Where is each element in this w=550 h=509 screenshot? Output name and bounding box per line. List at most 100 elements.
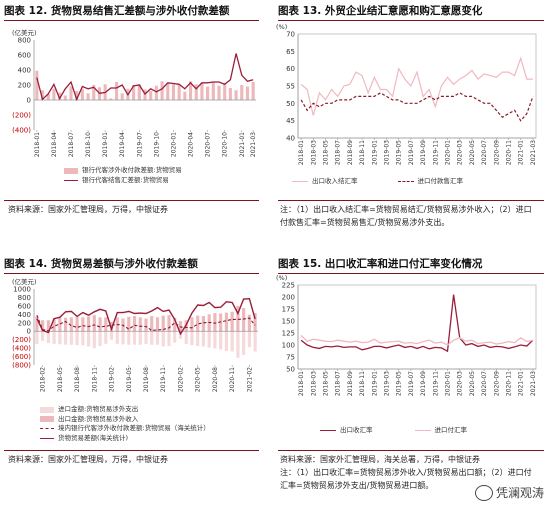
bar bbox=[121, 331, 125, 345]
x-tick-label: 2020-11 bbox=[506, 140, 513, 165]
bar bbox=[167, 331, 171, 346]
x-tick-label: 2019-11 bbox=[432, 371, 439, 396]
x-tick-label: 2019-09 bbox=[420, 371, 427, 396]
bar bbox=[69, 86, 73, 100]
x-tick-label: 2019-07 bbox=[408, 371, 415, 396]
x-tick-label: 2018-03 bbox=[310, 140, 317, 165]
bar bbox=[58, 92, 62, 100]
x-tick-label: 2021-01 bbox=[239, 132, 246, 157]
y-tick-label: (600) bbox=[12, 353, 31, 361]
bar bbox=[190, 317, 194, 332]
bar bbox=[86, 93, 90, 100]
y-tick-label: 200 bbox=[282, 294, 295, 302]
x-tick-label: 2020-01 bbox=[170, 132, 177, 157]
bar bbox=[86, 331, 91, 347]
bar bbox=[207, 331, 211, 348]
bar bbox=[160, 81, 164, 100]
bar bbox=[64, 317, 68, 332]
bar bbox=[109, 331, 114, 340]
x-tick-label: 2020-03 bbox=[457, 140, 464, 165]
bar bbox=[236, 305, 240, 332]
bar bbox=[46, 94, 50, 100]
fig15-legend-item-import: 进口付汇率 bbox=[414, 426, 467, 436]
x-tick-label: 2019-03 bbox=[383, 140, 390, 165]
series-line bbox=[36, 297, 256, 336]
x-tick-label: 2019-02 bbox=[109, 367, 116, 392]
fig13-title-rule bbox=[278, 20, 544, 21]
x-tick-label: 2021-01 bbox=[518, 140, 525, 165]
fig14-source: 资料来源：国家外汇管理局，万得，中银证券 bbox=[8, 455, 168, 464]
bar bbox=[219, 331, 223, 350]
bar bbox=[230, 331, 234, 352]
bar bbox=[69, 331, 73, 345]
bar bbox=[166, 83, 170, 100]
x-tick-label: 2020-11 bbox=[506, 371, 513, 396]
bar bbox=[41, 320, 45, 332]
fig14-chart: (800)(600)(400)(200)02004006008001000(亿美… bbox=[12, 277, 258, 392]
bar bbox=[75, 91, 79, 100]
x-tick-label: 2018-07 bbox=[335, 371, 342, 396]
fig15-legend: 出口收汇率 进口付汇率 bbox=[320, 426, 467, 436]
bar bbox=[173, 331, 177, 343]
bar bbox=[251, 82, 255, 100]
bar bbox=[75, 316, 79, 332]
bar bbox=[173, 317, 177, 332]
fig14-title: 图表 14. 货物贸易差额与涉外收付款差额 bbox=[4, 258, 198, 270]
bar bbox=[127, 331, 131, 345]
y-tick-label: 800 bbox=[18, 37, 31, 45]
fig12-source: 资料来源：国家外汇管理局，万得，中银证券 bbox=[8, 205, 168, 214]
bar bbox=[154, 85, 158, 100]
bar bbox=[46, 320, 50, 332]
x-tick-label: 2019-03 bbox=[383, 371, 390, 396]
x-tick-label: 2020-07 bbox=[205, 132, 212, 157]
y-tick-label: 175 bbox=[282, 306, 295, 314]
x-tick-label: 2018-09 bbox=[347, 371, 354, 396]
bar bbox=[127, 316, 131, 332]
bar bbox=[52, 318, 56, 332]
bar bbox=[240, 85, 244, 100]
bar bbox=[188, 81, 193, 100]
bar bbox=[52, 331, 56, 344]
x-tick-label: 2019-05 bbox=[396, 140, 403, 165]
y-tick-label: 50 bbox=[286, 100, 295, 108]
bar bbox=[253, 331, 257, 352]
bar bbox=[167, 315, 171, 332]
bar bbox=[98, 331, 102, 346]
y-tick-label: (200) bbox=[12, 112, 31, 120]
fig13-legend-item-solid: 出口收入结汇率 bbox=[292, 177, 358, 187]
x-tick-label: 2018-11 bbox=[359, 140, 366, 165]
fig15-bottom-rule bbox=[278, 450, 544, 451]
x-tick-label: 2021-01 bbox=[518, 371, 525, 396]
fig13-legend-item-dashed: 进口付款售汇率 bbox=[397, 177, 463, 187]
bar bbox=[69, 317, 73, 332]
series-line bbox=[300, 334, 534, 346]
bar bbox=[104, 317, 108, 332]
x-tick-label: 2019-05 bbox=[126, 367, 133, 392]
bar bbox=[161, 331, 165, 347]
fig15-source: 资料来源：国家外汇管理局，海关总署，万得，中银证券 bbox=[280, 455, 480, 464]
bar bbox=[144, 318, 148, 332]
x-tick-label: 2020-11 bbox=[229, 367, 236, 392]
bar bbox=[206, 86, 210, 100]
y-tick-label: 400 bbox=[18, 67, 31, 75]
x-tick-label: 2020-02 bbox=[177, 367, 184, 392]
x-tick-label: 2020-10 bbox=[222, 132, 229, 157]
fig12-legend: 银行代客涉外收付款差额:货物贸易 银行代客结售汇差额:货物贸易 bbox=[64, 166, 182, 185]
y-tick-label: 60 bbox=[286, 65, 295, 73]
x-tick-label: 2020-05 bbox=[469, 140, 476, 165]
x-tick-label: 2020-03 bbox=[457, 371, 464, 396]
bar bbox=[194, 84, 198, 100]
bar bbox=[35, 70, 39, 100]
bar bbox=[138, 317, 142, 332]
y-tick-label: 45 bbox=[286, 117, 295, 125]
fig15-title: 图表 15. 出口收汇率和进口付汇率变化情况 bbox=[278, 258, 483, 270]
watermark-text: 凭澜观涛 bbox=[495, 486, 544, 500]
fig12-legend-item-line: 银行代客结售汇差额:货物贸易 bbox=[64, 176, 182, 186]
y-tick-label: 200 bbox=[18, 319, 31, 327]
y-tick-label: 125 bbox=[282, 330, 295, 338]
x-tick-label: 2018-07 bbox=[335, 140, 342, 165]
bar bbox=[104, 331, 108, 344]
bar bbox=[196, 331, 200, 346]
x-tick-label: 2019-01 bbox=[371, 371, 378, 396]
bar bbox=[223, 82, 227, 100]
